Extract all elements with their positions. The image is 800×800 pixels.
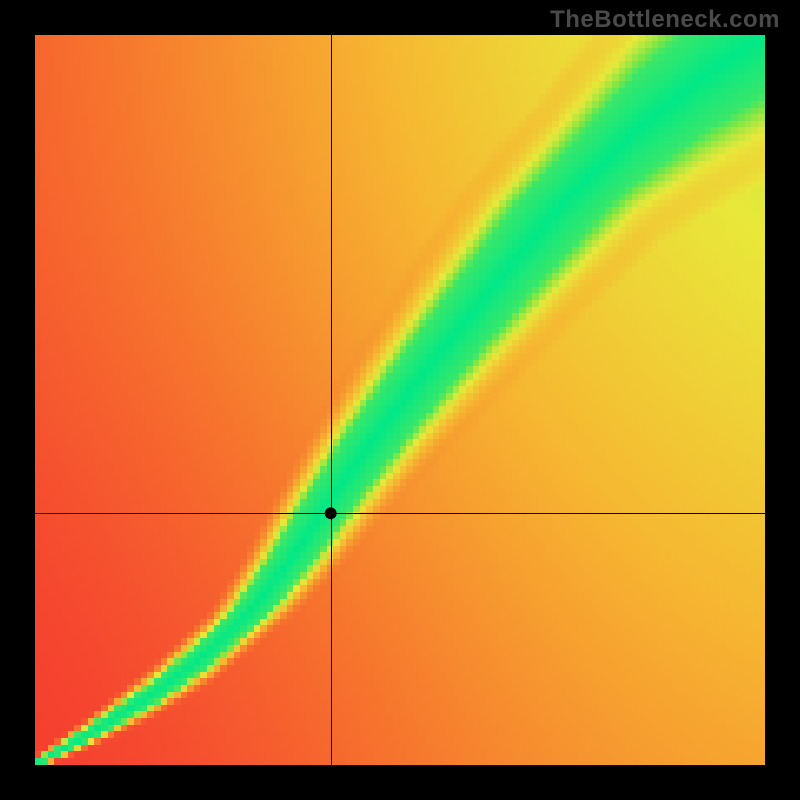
bottleneck-heatmap <box>35 35 765 765</box>
watermark-text: TheBottleneck.com <box>550 6 780 34</box>
